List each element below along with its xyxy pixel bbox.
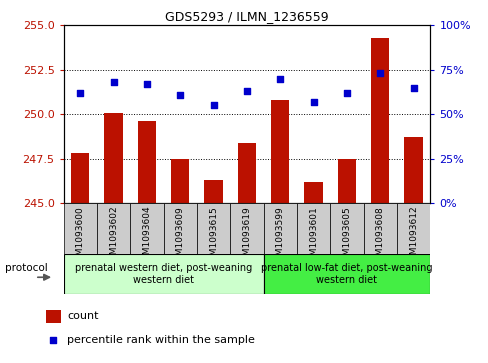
Point [49, 338, 57, 343]
Bar [263, 254, 429, 294]
Bar [63, 203, 97, 254]
Text: GSM1093609: GSM1093609 [175, 206, 184, 266]
Title: GDS5293 / ILMN_1236559: GDS5293 / ILMN_1236559 [165, 10, 328, 23]
Bar [63, 254, 263, 294]
Bar [363, 203, 396, 254]
Bar [71, 154, 89, 203]
Bar [237, 143, 256, 203]
Text: percentile rank within the sample: percentile rank within the sample [67, 335, 254, 346]
Point [209, 102, 217, 108]
Bar [104, 113, 122, 203]
Text: protocol: protocol [5, 263, 48, 273]
Text: GSM1093599: GSM1093599 [275, 206, 284, 266]
Bar [130, 203, 163, 254]
Point [409, 85, 417, 91]
Bar [396, 203, 429, 254]
Bar [263, 203, 296, 254]
Point [309, 99, 317, 105]
Text: prenatal low-fat diet, post-weaning
western diet: prenatal low-fat diet, post-weaning west… [261, 263, 432, 285]
Bar [304, 182, 322, 203]
Point [76, 90, 84, 96]
Bar [204, 180, 223, 203]
Bar [404, 138, 422, 203]
Bar [45, 310, 61, 323]
Point [176, 92, 184, 98]
Bar [329, 203, 363, 254]
Bar [197, 203, 230, 254]
Bar [163, 203, 197, 254]
Point [243, 88, 250, 94]
Text: GSM1093612: GSM1093612 [408, 206, 417, 266]
Point [142, 81, 150, 87]
Point [276, 76, 284, 82]
Bar [171, 159, 189, 203]
Point [343, 90, 350, 96]
Bar [370, 38, 388, 203]
Text: GSM1093601: GSM1093601 [308, 206, 318, 266]
Point [109, 79, 117, 85]
Text: GSM1093600: GSM1093600 [76, 206, 84, 266]
Bar [270, 100, 289, 203]
Text: GSM1093602: GSM1093602 [109, 206, 118, 266]
Text: GSM1093605: GSM1093605 [342, 206, 351, 266]
Point [376, 70, 384, 76]
Text: GSM1093615: GSM1093615 [209, 206, 218, 266]
Bar [337, 159, 355, 203]
Text: prenatal western diet, post-weaning
western diet: prenatal western diet, post-weaning west… [75, 263, 252, 285]
Text: count: count [67, 311, 99, 321]
Text: GSM1093604: GSM1093604 [142, 206, 151, 266]
Text: GSM1093608: GSM1093608 [375, 206, 384, 266]
Bar [97, 203, 130, 254]
Bar [138, 122, 156, 203]
Bar [296, 203, 329, 254]
Bar [230, 203, 263, 254]
Text: GSM1093619: GSM1093619 [242, 206, 251, 266]
